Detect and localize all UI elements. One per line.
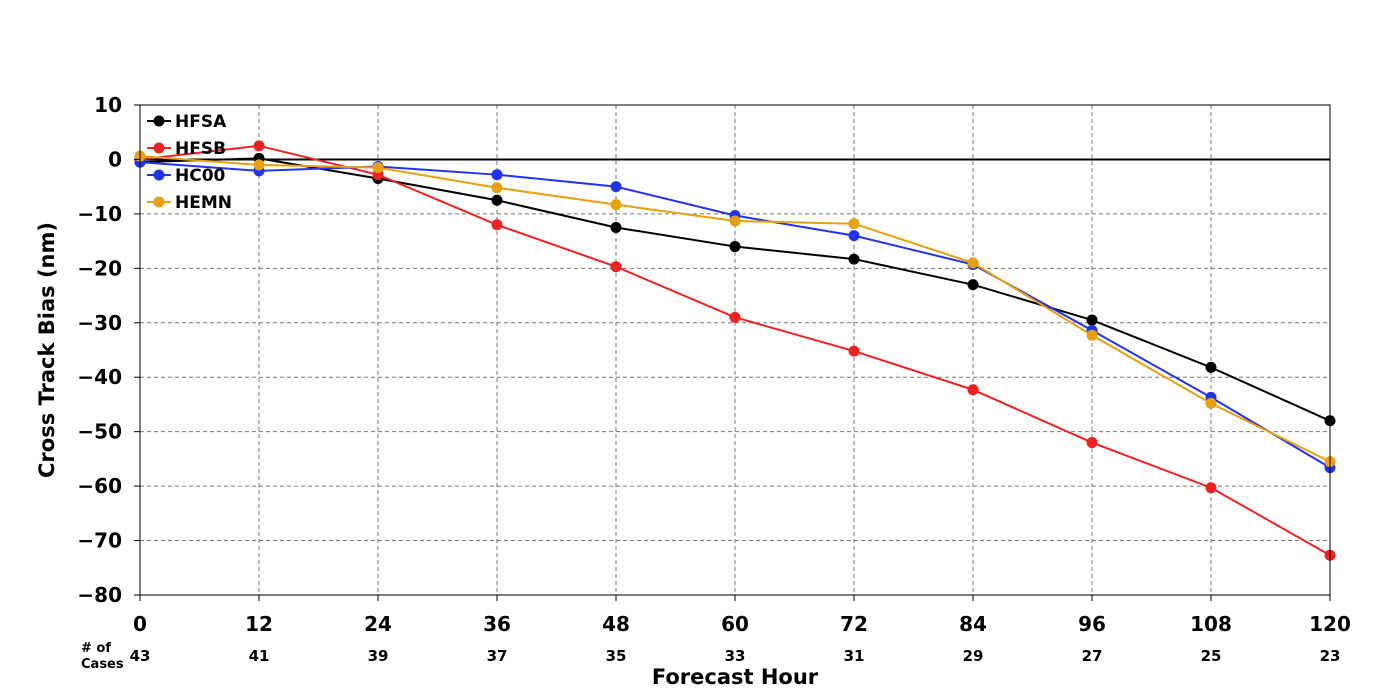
legend-label: HFSB bbox=[175, 139, 226, 159]
y-tick-label: −50 bbox=[77, 420, 122, 444]
data-point-hfsa bbox=[1086, 314, 1098, 326]
x-tick-label: 48 bbox=[602, 612, 630, 636]
legend-swatch-marker bbox=[153, 196, 165, 208]
legend-label: HEMN bbox=[175, 193, 232, 213]
data-point-hfsa bbox=[848, 253, 860, 265]
y-tick-label: 10 bbox=[94, 93, 122, 117]
data-point-hfsb bbox=[491, 219, 503, 231]
x-tick-label: 84 bbox=[959, 612, 987, 636]
x-axis-title: Forecast Hour bbox=[652, 665, 819, 689]
data-point-hfsa bbox=[610, 222, 622, 233]
case-count-label: 35 bbox=[606, 647, 627, 665]
legend: HFSA HFSB HC00 HEMN bbox=[147, 112, 232, 213]
case-count-label: 37 bbox=[487, 647, 508, 665]
data-point-hemn bbox=[610, 199, 622, 211]
series-layer bbox=[134, 140, 1336, 561]
x-tick-label: 24 bbox=[364, 612, 392, 636]
x-tick-label: 108 bbox=[1190, 612, 1232, 636]
data-point-hemn bbox=[1205, 397, 1217, 409]
x-axis-ticks: 0 12 24 36 48 60 72 84 96 108 120 bbox=[133, 595, 1351, 636]
case-count-label: 27 bbox=[1082, 647, 1103, 665]
y-tick-label: 0 bbox=[108, 147, 122, 171]
x-tick-label: 60 bbox=[721, 612, 749, 636]
data-point-hfsb bbox=[729, 311, 741, 323]
legend-label: HC00 bbox=[175, 166, 226, 186]
legend-label: HFSA bbox=[175, 112, 227, 132]
legend-item-hfsa: HFSA bbox=[147, 112, 227, 132]
y-tick-label: −60 bbox=[77, 474, 122, 498]
case-count-label: 29 bbox=[963, 647, 984, 665]
case-count-label: 41 bbox=[249, 647, 270, 665]
legend-swatch-marker bbox=[153, 115, 165, 127]
legend-item-hemn: HEMN bbox=[147, 193, 232, 213]
data-point-hemn bbox=[491, 182, 503, 194]
data-point-hfsb bbox=[1086, 437, 1098, 449]
case-count-labels: 43 41 39 37 35 33 31 29 27 25 23 bbox=[130, 647, 1341, 665]
data-point-hfsa bbox=[491, 194, 503, 206]
case-count-label: 39 bbox=[368, 647, 389, 665]
case-count-label: 31 bbox=[844, 647, 865, 665]
case-count-label: 25 bbox=[1201, 647, 1222, 665]
legend-swatch-marker bbox=[153, 169, 165, 181]
data-point-hemn bbox=[372, 162, 384, 174]
y-axis-ticks: 10 0 −10 −20 −30 −40 −50 −60 −70 −80 bbox=[77, 93, 140, 607]
x-tick-label: 96 bbox=[1078, 612, 1106, 636]
data-point-hfsa bbox=[1205, 361, 1217, 373]
data-point-hc00 bbox=[491, 169, 503, 181]
y-tick-label: −40 bbox=[77, 365, 122, 389]
x-tick-label: 0 bbox=[133, 612, 147, 636]
data-point-hfsa bbox=[967, 279, 979, 291]
data-point-hc00 bbox=[848, 230, 860, 242]
x-tick-label: 120 bbox=[1309, 612, 1351, 636]
y-tick-label: −30 bbox=[77, 311, 122, 335]
data-point-hemn bbox=[967, 257, 979, 269]
cases-title-line1: # of bbox=[81, 641, 111, 656]
data-point-hfsb bbox=[848, 345, 860, 357]
case-count-label: 43 bbox=[130, 647, 151, 665]
data-point-hfsb bbox=[967, 384, 979, 396]
case-count-label: 23 bbox=[1320, 647, 1341, 665]
legend-swatch-marker bbox=[153, 142, 165, 154]
y-axis-title: Cross Track Bias (nm) bbox=[35, 222, 59, 478]
y-tick-label: −70 bbox=[77, 529, 122, 553]
data-point-hemn bbox=[1086, 329, 1098, 341]
data-point-hemn bbox=[253, 159, 265, 171]
x-tick-label: 12 bbox=[245, 612, 273, 636]
data-point-hemn bbox=[729, 215, 741, 227]
data-point-hc00 bbox=[610, 181, 622, 193]
legend-item-hfsb: HFSB bbox=[147, 139, 226, 159]
x-tick-label: 36 bbox=[483, 612, 511, 636]
y-tick-label: −10 bbox=[77, 202, 122, 226]
data-point-hfsb bbox=[1205, 482, 1217, 494]
data-point-hfsa bbox=[729, 241, 741, 253]
grid-lines bbox=[140, 105, 1330, 595]
y-tick-label: −80 bbox=[77, 583, 122, 607]
case-count-label: 33 bbox=[725, 647, 746, 665]
data-point-hfsb bbox=[253, 140, 265, 152]
legend-item-hc00: HC00 bbox=[147, 166, 226, 186]
data-point-hfsb bbox=[610, 261, 622, 273]
data-point-hemn bbox=[848, 218, 860, 230]
cases-title-line2: Cases bbox=[81, 657, 124, 672]
y-tick-label: −20 bbox=[77, 256, 122, 280]
x-tick-label: 72 bbox=[840, 612, 868, 636]
